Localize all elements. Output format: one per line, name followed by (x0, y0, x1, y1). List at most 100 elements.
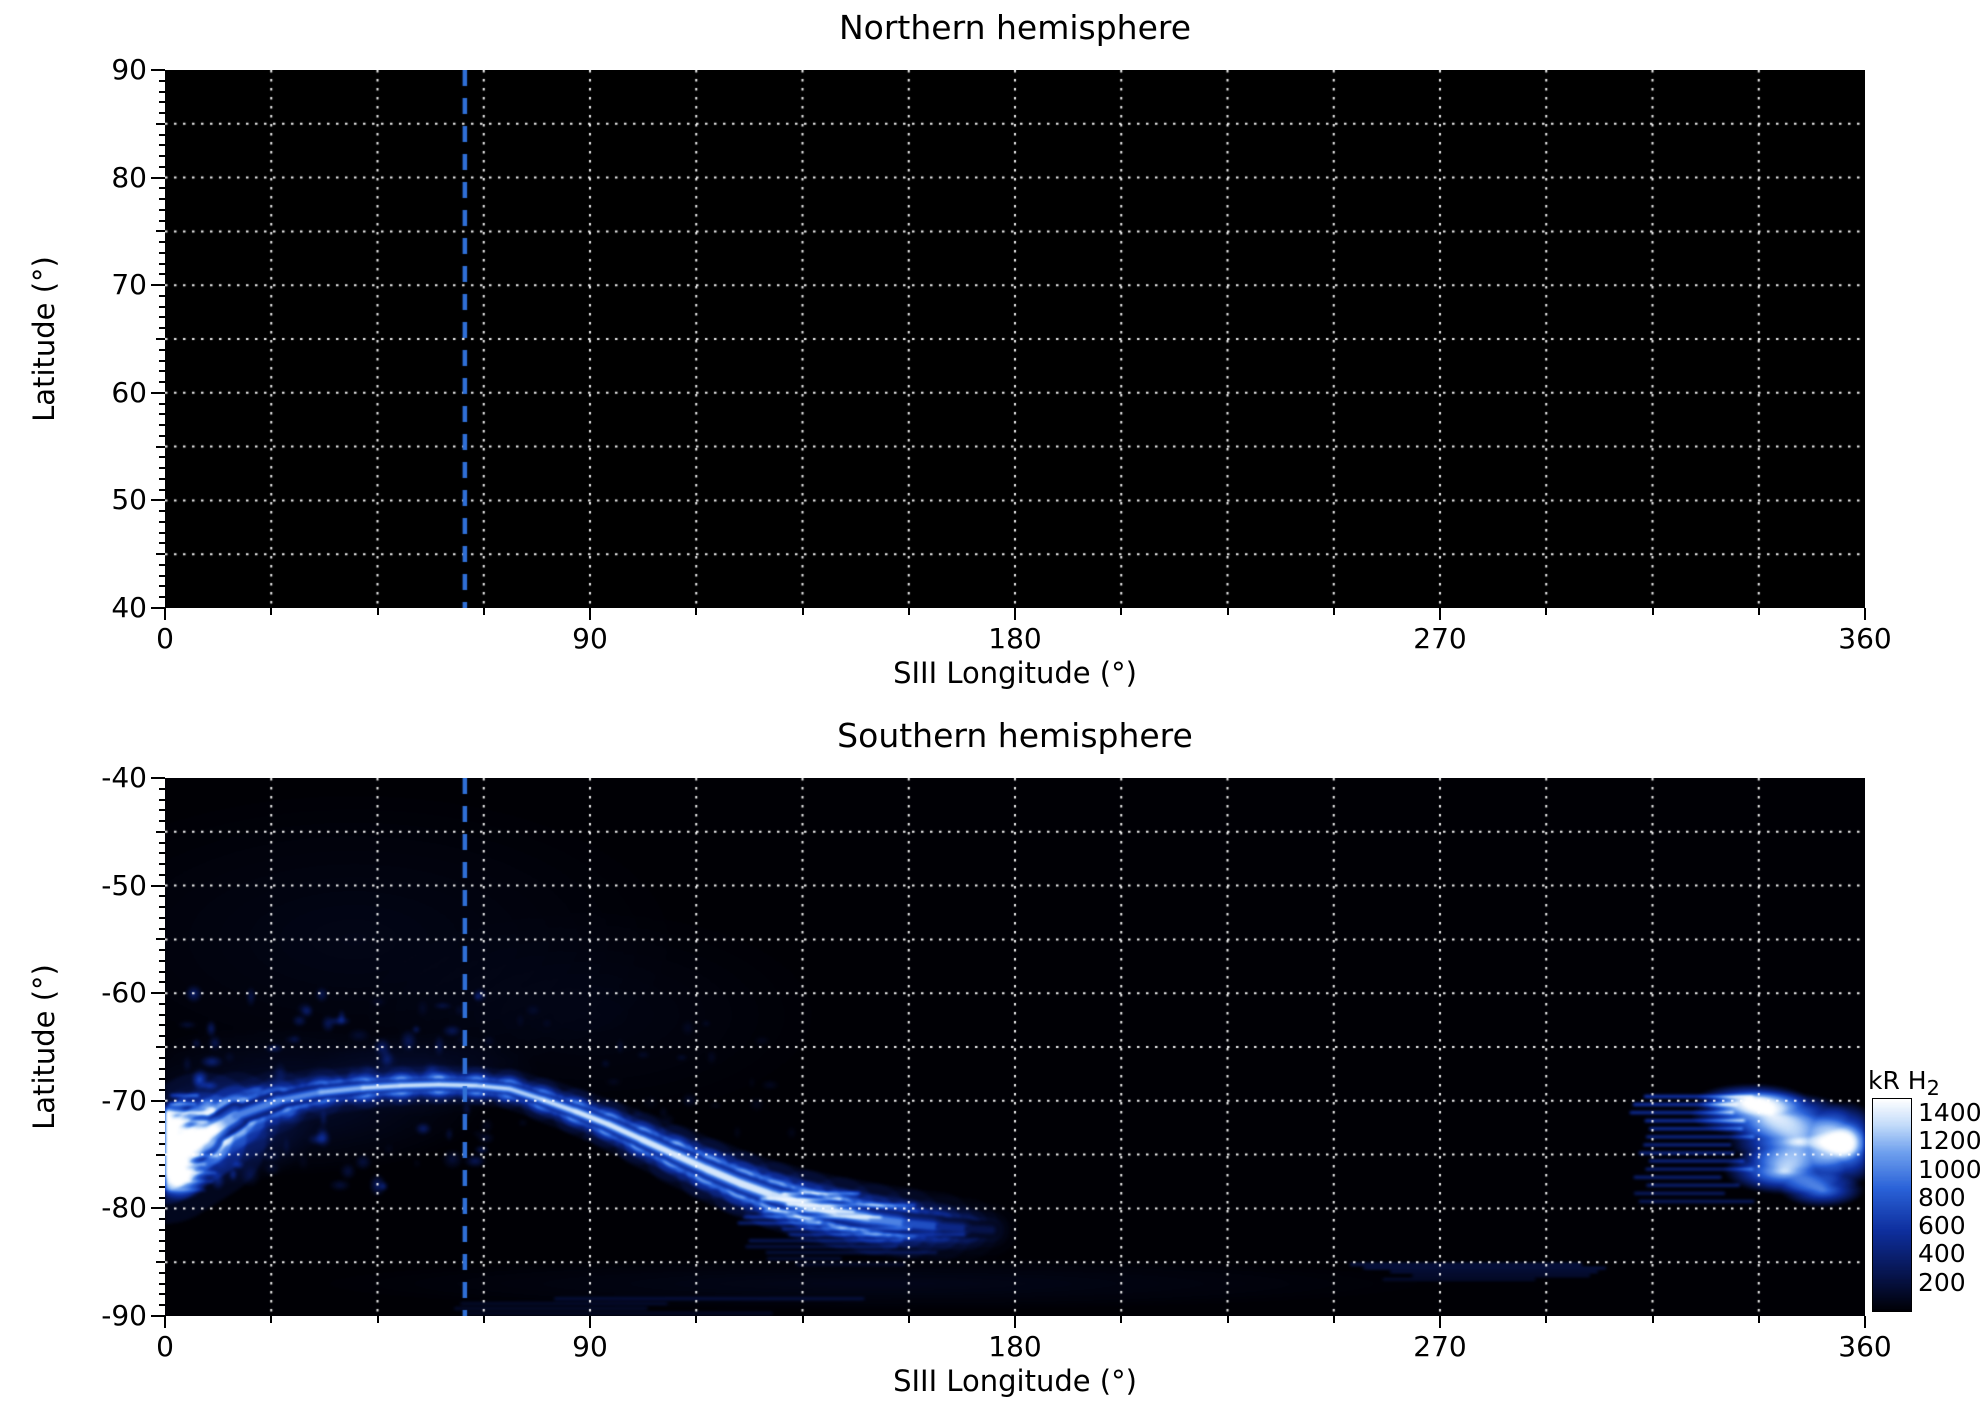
x-tick-label: 90 (572, 622, 608, 655)
colorbar-tick-label: 1000 (1918, 1154, 1982, 1184)
y-minor-tick (159, 1239, 165, 1242)
x-minor-tick (482, 608, 485, 615)
x-minor-tick (1226, 1316, 1229, 1323)
y-minor-tick (159, 1013, 165, 1016)
x-major-tick (1439, 1316, 1441, 1328)
y-minor-tick (156, 338, 165, 340)
x-major-tick (1864, 608, 1866, 620)
y-minor-tick (159, 262, 165, 265)
y-minor-tick (159, 208, 165, 211)
x-tick-label: 270 (1413, 622, 1467, 655)
south-heatmap-canvas (165, 778, 1865, 1316)
x-minor-tick (1120, 1316, 1123, 1323)
y-tick-label: -70 (101, 1083, 147, 1117)
y-minor-tick (159, 477, 165, 480)
y-tick-label: 70 (111, 268, 147, 302)
y-minor-tick (159, 467, 165, 470)
y-minor-tick (156, 445, 165, 448)
colorbar-tick-label: 1400 (1918, 1098, 1982, 1128)
y-minor-tick (159, 1282, 165, 1285)
north-panel-title: Northern hemisphere (838, 8, 1192, 47)
x-minor-tick (270, 608, 273, 615)
y-tick-label: -90 (101, 1299, 147, 1332)
x-major-tick (589, 608, 591, 620)
x-tick-label: 0 (156, 622, 174, 655)
y-minor-tick (159, 798, 165, 801)
y-minor-tick (156, 553, 165, 556)
y-minor-tick (159, 187, 165, 190)
y-major-tick (151, 176, 165, 179)
y-tick-label: 90 (111, 53, 147, 86)
x-minor-tick (376, 1316, 379, 1323)
x-tick-label: 180 (988, 1330, 1042, 1363)
colorbar-tick-label: 200 (1918, 1267, 1966, 1297)
y-minor-tick (159, 1067, 165, 1070)
y-major-tick (151, 69, 165, 71)
y-major-tick (151, 1315, 165, 1317)
x-tick-label: 180 (988, 622, 1042, 655)
south-x-axis-label: SIII Longitude (°) (893, 1364, 1137, 1398)
colorbar-tick-label: 1200 (1918, 1126, 1982, 1156)
y-minor-tick (159, 434, 165, 437)
x-minor-tick (1757, 608, 1760, 615)
y-minor-tick (156, 122, 165, 125)
x-minor-tick (1332, 608, 1335, 615)
y-minor-tick (159, 348, 165, 351)
y-minor-tick (159, 90, 165, 93)
x-tick-label: 360 (1838, 1330, 1892, 1363)
y-minor-tick (159, 596, 165, 599)
y-minor-tick (159, 1056, 165, 1059)
y-minor-tick (159, 402, 165, 405)
y-major-tick (151, 1099, 165, 1102)
x-minor-tick (376, 608, 379, 615)
y-minor-tick (156, 1046, 165, 1048)
y-minor-tick (159, 916, 165, 919)
y-tick-label: -40 (101, 761, 147, 794)
y-minor-tick (159, 144, 165, 147)
y-minor-tick (159, 1304, 165, 1307)
y-minor-tick (159, 1078, 165, 1081)
x-minor-tick (1545, 608, 1548, 615)
y-minor-tick (159, 1175, 165, 1178)
y-minor-tick (159, 531, 165, 534)
x-minor-tick (801, 608, 804, 615)
x-minor-tick (695, 1316, 698, 1323)
y-minor-tick (159, 873, 165, 876)
x-major-tick (164, 1316, 166, 1328)
x-minor-tick (1545, 1316, 1548, 1323)
y-minor-tick (159, 1218, 165, 1221)
y-minor-tick (159, 927, 165, 930)
y-major-tick (151, 1207, 165, 1210)
colorbar-tick-label: 400 (1918, 1239, 1966, 1269)
y-minor-tick (159, 959, 165, 962)
y-minor-tick (159, 1164, 165, 1167)
y-minor-tick (159, 294, 165, 297)
y-minor-tick (159, 1293, 165, 1296)
north-x-axis-label: SIII Longitude (°) (893, 656, 1137, 690)
y-minor-tick (159, 809, 165, 812)
y-tick-label: -80 (101, 1191, 147, 1225)
x-tick-label: 360 (1838, 622, 1892, 655)
y-minor-tick (159, 510, 165, 513)
y-minor-tick (159, 949, 165, 952)
y-minor-tick (159, 520, 165, 523)
y-minor-tick (159, 1089, 165, 1092)
y-minor-tick (159, 981, 165, 984)
y-minor-tick (159, 1196, 165, 1199)
x-minor-tick (1757, 1316, 1760, 1323)
y-major-tick (151, 499, 165, 502)
y-minor-tick (159, 1110, 165, 1113)
y-minor-tick (159, 316, 165, 319)
y-minor-tick (159, 1185, 165, 1188)
colorbar-label-text: kR H (1868, 1066, 1927, 1095)
y-tick-label: -50 (101, 868, 147, 902)
y-major-tick (151, 391, 165, 394)
y-minor-tick (159, 359, 165, 362)
y-minor-tick (159, 542, 165, 545)
x-minor-tick (482, 1316, 485, 1323)
y-tick-label: 60 (111, 375, 147, 409)
y-minor-tick (159, 820, 165, 823)
y-minor-tick (159, 574, 165, 577)
colorbar-tick-label: 800 (1918, 1182, 1966, 1212)
